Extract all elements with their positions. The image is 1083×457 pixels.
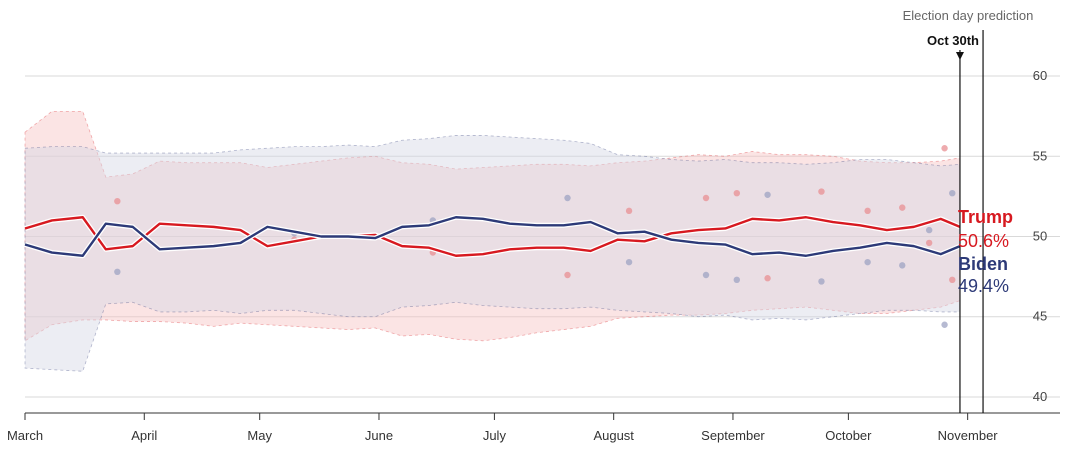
series-label-biden: Biden [958, 254, 1008, 274]
poll-point-trump [925, 239, 933, 247]
band-trump [24, 110, 961, 342]
poll-point-biden [625, 258, 633, 266]
poll-point-biden [114, 268, 121, 275]
poll-point-trump [864, 207, 871, 215]
poll-point-biden [702, 271, 710, 279]
x-axis: March April May June July August September Octo… [7, 412, 1060, 443]
x-tick-label: August [593, 428, 634, 443]
poll-point-trump [941, 145, 948, 152]
prediction-date-label: Oct 30th [927, 33, 979, 48]
poll-point-trump [114, 198, 121, 205]
poll-point-biden [764, 191, 771, 198]
y-tick-label: 40 [1033, 389, 1047, 404]
x-tick-label: March [7, 428, 43, 443]
gridlines [25, 75, 1060, 398]
series-value-trump: 50.6% [958, 231, 1009, 251]
y-tick-label: 45 [1033, 309, 1047, 324]
poll-point-trump [733, 189, 741, 197]
y-tick-label: 60 [1033, 68, 1047, 83]
poll-point-trump [818, 188, 825, 195]
poll-point-trump [899, 204, 906, 211]
x-tick-label: May [247, 428, 272, 443]
poll-point-trump [764, 275, 771, 282]
y-axis-ticks: 40 45 50 55 60 [1033, 68, 1047, 404]
x-tick-label: April [131, 428, 157, 443]
poll-point-biden [818, 278, 825, 285]
y-tick-label: 50 [1033, 229, 1047, 244]
poll-point-biden [925, 226, 933, 234]
line-biden [24, 216, 961, 257]
x-tick-label: October [825, 428, 872, 443]
prediction-title: Election day prediction [903, 8, 1034, 23]
poll-point-biden [949, 189, 956, 197]
prediction-marker: Election day prediction Oct 30th [903, 8, 1034, 413]
poll-point-biden [564, 194, 571, 202]
poll-point-biden [864, 258, 871, 266]
x-tick-label: June [365, 428, 393, 443]
prediction-arrow-icon [955, 52, 964, 60]
series-label-trump: Trump [958, 207, 1013, 227]
x-tick-label: July [483, 428, 507, 443]
series-lines [24, 214, 961, 259]
x-tick-label: September [701, 428, 765, 443]
poll-point-trump [564, 271, 571, 279]
poll-point-biden [941, 321, 948, 328]
poll-point-trump [702, 194, 710, 202]
line-trump [24, 216, 961, 257]
poll-point-trump [625, 207, 633, 215]
poll-point-biden [899, 262, 906, 269]
end-labels: Trump 50.6% Biden 49.4% [958, 207, 1013, 296]
series-value-biden: 49.4% [958, 276, 1009, 296]
poll-point-biden [733, 276, 741, 284]
poll-point-trump [949, 276, 956, 284]
y-tick-label: 55 [1033, 148, 1047, 163]
uncertainty-bands [24, 110, 961, 372]
x-tick-label: November [938, 428, 999, 443]
